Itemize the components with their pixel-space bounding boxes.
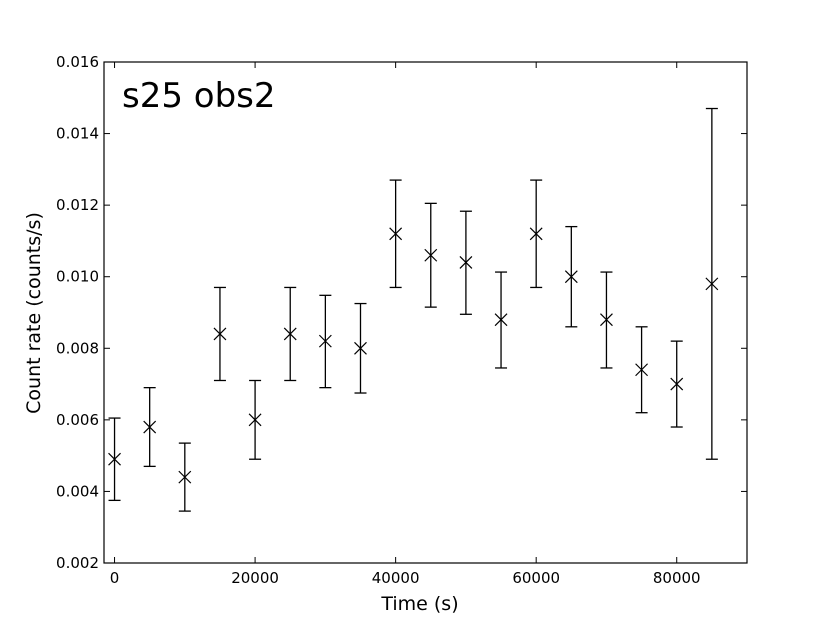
point-marker (635, 363, 649, 377)
data-point (213, 286, 227, 382)
point-marker (143, 420, 157, 434)
data-point (459, 210, 473, 315)
data-point (178, 442, 192, 512)
y-tick-label: 0.006 (56, 411, 99, 429)
point-marker (283, 327, 297, 341)
point-marker (354, 341, 367, 355)
point-marker (529, 227, 543, 241)
data-point (389, 179, 403, 289)
plot-frame (103, 61, 748, 564)
point-marker (248, 413, 262, 427)
x-tick-label: 40000 (372, 569, 420, 587)
y-tick-label: 0.012 (56, 196, 99, 214)
data-point (705, 107, 719, 460)
point-marker (424, 248, 438, 262)
data-point (600, 271, 613, 369)
data-point (635, 326, 649, 414)
y-tick-label: 0.016 (56, 53, 99, 71)
data-point (564, 225, 578, 328)
data-point (248, 379, 262, 460)
point-marker (705, 277, 719, 291)
data-point (318, 294, 332, 389)
axis-ticks: 0 20000 40000 60000 80000 0.002 0.004 0.006 0.00… (56, 53, 747, 587)
data-points (108, 107, 719, 512)
point-marker (459, 255, 473, 269)
data-point (529, 179, 543, 289)
data-point (670, 340, 684, 428)
x-tick-label: 60000 (512, 569, 560, 587)
chart-annotation: s25 obs2 (122, 76, 276, 116)
data-point (354, 302, 367, 394)
data-point (283, 286, 297, 382)
point-marker (318, 334, 332, 348)
point-marker (108, 452, 121, 466)
point-marker (564, 270, 578, 284)
x-tick-label: 20000 (231, 569, 279, 587)
y-tick-label: 0.008 (56, 339, 99, 357)
y-tick-label: 0.002 (56, 554, 99, 572)
data-point (143, 386, 157, 468)
x-tick-label: 0 (110, 569, 120, 587)
point-marker (494, 313, 508, 327)
x-tick-label: 80000 (653, 569, 701, 587)
x-axis-label: Time (s) (380, 593, 458, 615)
point-marker (178, 470, 192, 484)
y-tick-label: 0.010 (56, 268, 99, 286)
y-tick-label: 0.014 (56, 125, 99, 143)
data-point (424, 202, 438, 308)
point-marker (670, 377, 684, 391)
data-point (108, 417, 121, 502)
y-tick-label: 0.004 (56, 482, 99, 500)
point-marker (213, 327, 227, 341)
point-marker (389, 227, 403, 241)
y-axis-label: Count rate (counts/s) (23, 212, 45, 414)
point-marker (600, 313, 613, 327)
data-point (494, 271, 508, 369)
